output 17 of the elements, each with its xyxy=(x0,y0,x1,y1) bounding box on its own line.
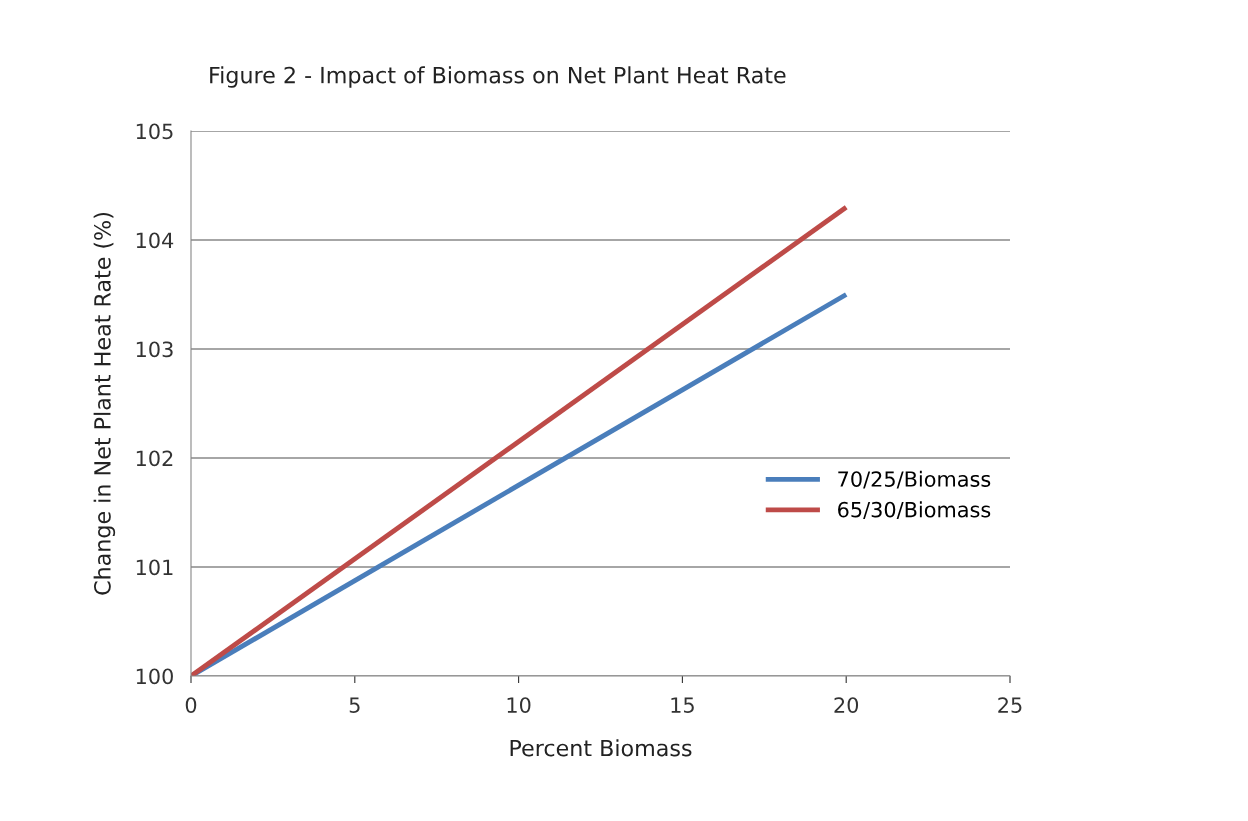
y-tick-label: 105 xyxy=(136,123,173,140)
legend-label: 65/30/Biomass xyxy=(838,501,991,520)
y-tick-label: 101 xyxy=(136,559,173,576)
x-tick-label: 0 xyxy=(185,697,197,713)
x-tick-label: 15 xyxy=(671,697,694,713)
chart-title: Figure 2 - Impact of Biomass on Net Plant Heat Rate xyxy=(210,66,786,88)
x-axis-title: Percent Biomass xyxy=(510,739,692,757)
y-tick-label: 100 xyxy=(136,668,173,685)
y-axis-title: Change in Net Plant Heat Rate (%) xyxy=(93,212,116,595)
legend-label: 70/25/Biomass xyxy=(838,470,991,489)
y-tick-label: 103 xyxy=(136,341,173,358)
x-tick-label: 5 xyxy=(349,697,360,713)
y-tick-label: 104 xyxy=(136,232,174,249)
y-tick-label: 102 xyxy=(136,450,173,467)
x-tick-label: 25 xyxy=(998,697,1022,713)
x-tick-label: 20 xyxy=(834,697,859,713)
x-tick-label: 10 xyxy=(507,697,531,713)
